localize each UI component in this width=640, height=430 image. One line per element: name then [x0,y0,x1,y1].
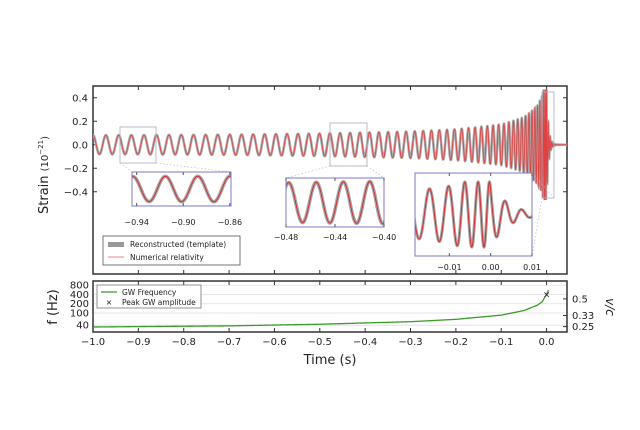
legend-label-peak: Peak GW amplitude [122,298,196,307]
vc-tick-label: 0.5 [572,294,588,305]
inset-nr-line [415,181,532,248]
inset-tick-label: 0.01 [523,263,541,272]
strain-legend: Reconstructed (template) Numerical relat… [102,235,241,266]
time-tick-label: −0.9 [126,337,150,348]
ytick-label: 0.0 [72,140,88,151]
inset-tick-label: −0.94 [124,218,149,227]
legend-label-nr: Numerical relativity [130,253,204,262]
legend-swatch-reconstructed [108,242,124,247]
inset-tick-label: −0.90 [171,218,196,227]
vc-ylabel: v/c [603,298,617,316]
time-tick-label: −0.7 [217,337,241,348]
inset-nr-line [132,175,231,203]
strain-ticks [92,86,567,274]
inset-plot [132,174,231,204]
vc-tick-label: 0.25 [572,322,594,333]
inset-tick-label: −0.86 [218,218,243,227]
peak-gw-amplitude-marker: × [543,290,551,300]
ytick-label: −0.4 [64,187,88,198]
strain-axes-frame [92,85,568,275]
inset-frame [414,172,533,257]
inset-tick-label: −0.40 [372,233,397,242]
frequency-ytick-label: 100 [70,308,89,319]
strain-ylabel: Strain (10−21) [37,136,52,214]
strain-ytick-labels: 0.4 0.2 0.0 −0.2 −0.4 [64,93,88,198]
zoom-connectors [119,162,555,257]
inset-tick-label: −0.01 [437,263,462,272]
ytick-label: −0.2 [64,164,88,175]
zoom-source-box-1 [119,126,157,164]
frequency-legend: GW Frequency × Peak GW amplitude [96,284,202,309]
ytick-label: 0.4 [72,93,88,104]
inset-frame [131,171,232,207]
frequency-axes-frame [92,280,568,333]
time-tick-label: −0.3 [398,337,422,348]
time-tick-label: −0.6 [262,337,286,348]
frequency-ytick-label: 800 [70,281,89,292]
frequency-ytick-label: 200 [70,299,89,310]
gw-frequency-line [93,289,550,328]
legend-label-gw-frequency: GW Frequency [122,288,177,297]
legend-label-reconstructed: Reconstructed (template) [130,240,226,249]
zoom-source-box-3 [541,91,555,199]
inset-plot [286,179,384,226]
inset-1: −0.94 −0.90 −0.86 [124,171,243,227]
frequency-ticks [92,281,567,332]
zoom-source-box-2 [329,122,368,167]
inset-tick-label: −0.44 [323,233,348,242]
inset-3: −0.01 0.00 0.01 [414,172,541,272]
inset-tick-label: −0.48 [274,233,299,242]
ytick-label: 0.2 [72,117,88,128]
frequency-ylabel: f (Hz) [46,289,61,324]
time-tick-label: −0.2 [444,337,468,348]
time-tick-label: 0.0 [539,337,555,348]
strain-panel: 0.40.20.0−0.2−0.4 Strain (10−21) −0.94 −0… [37,85,568,275]
time-tick-label: −0.8 [172,337,196,348]
legend-swatch-peak: × [106,298,113,307]
frequency-ytick-label: 400 [70,290,89,301]
vc-tick-label: 0.33 [572,311,594,322]
inset-plot [415,179,532,250]
time-tick-label: −0.1 [489,337,513,348]
time-tick-label: −0.5 [308,337,332,348]
time-tick-label: −0.4 [353,337,377,348]
inset-tick-label: 0.00 [482,263,500,272]
time-xlabel: Time (s) [303,353,357,368]
frequency-ytick-label: 40 [76,321,89,332]
inset-nr-line [286,180,384,225]
inset-2: −0.48 −0.44 −0.40 [274,177,397,242]
time-tick-label: −1.0 [81,337,105,348]
